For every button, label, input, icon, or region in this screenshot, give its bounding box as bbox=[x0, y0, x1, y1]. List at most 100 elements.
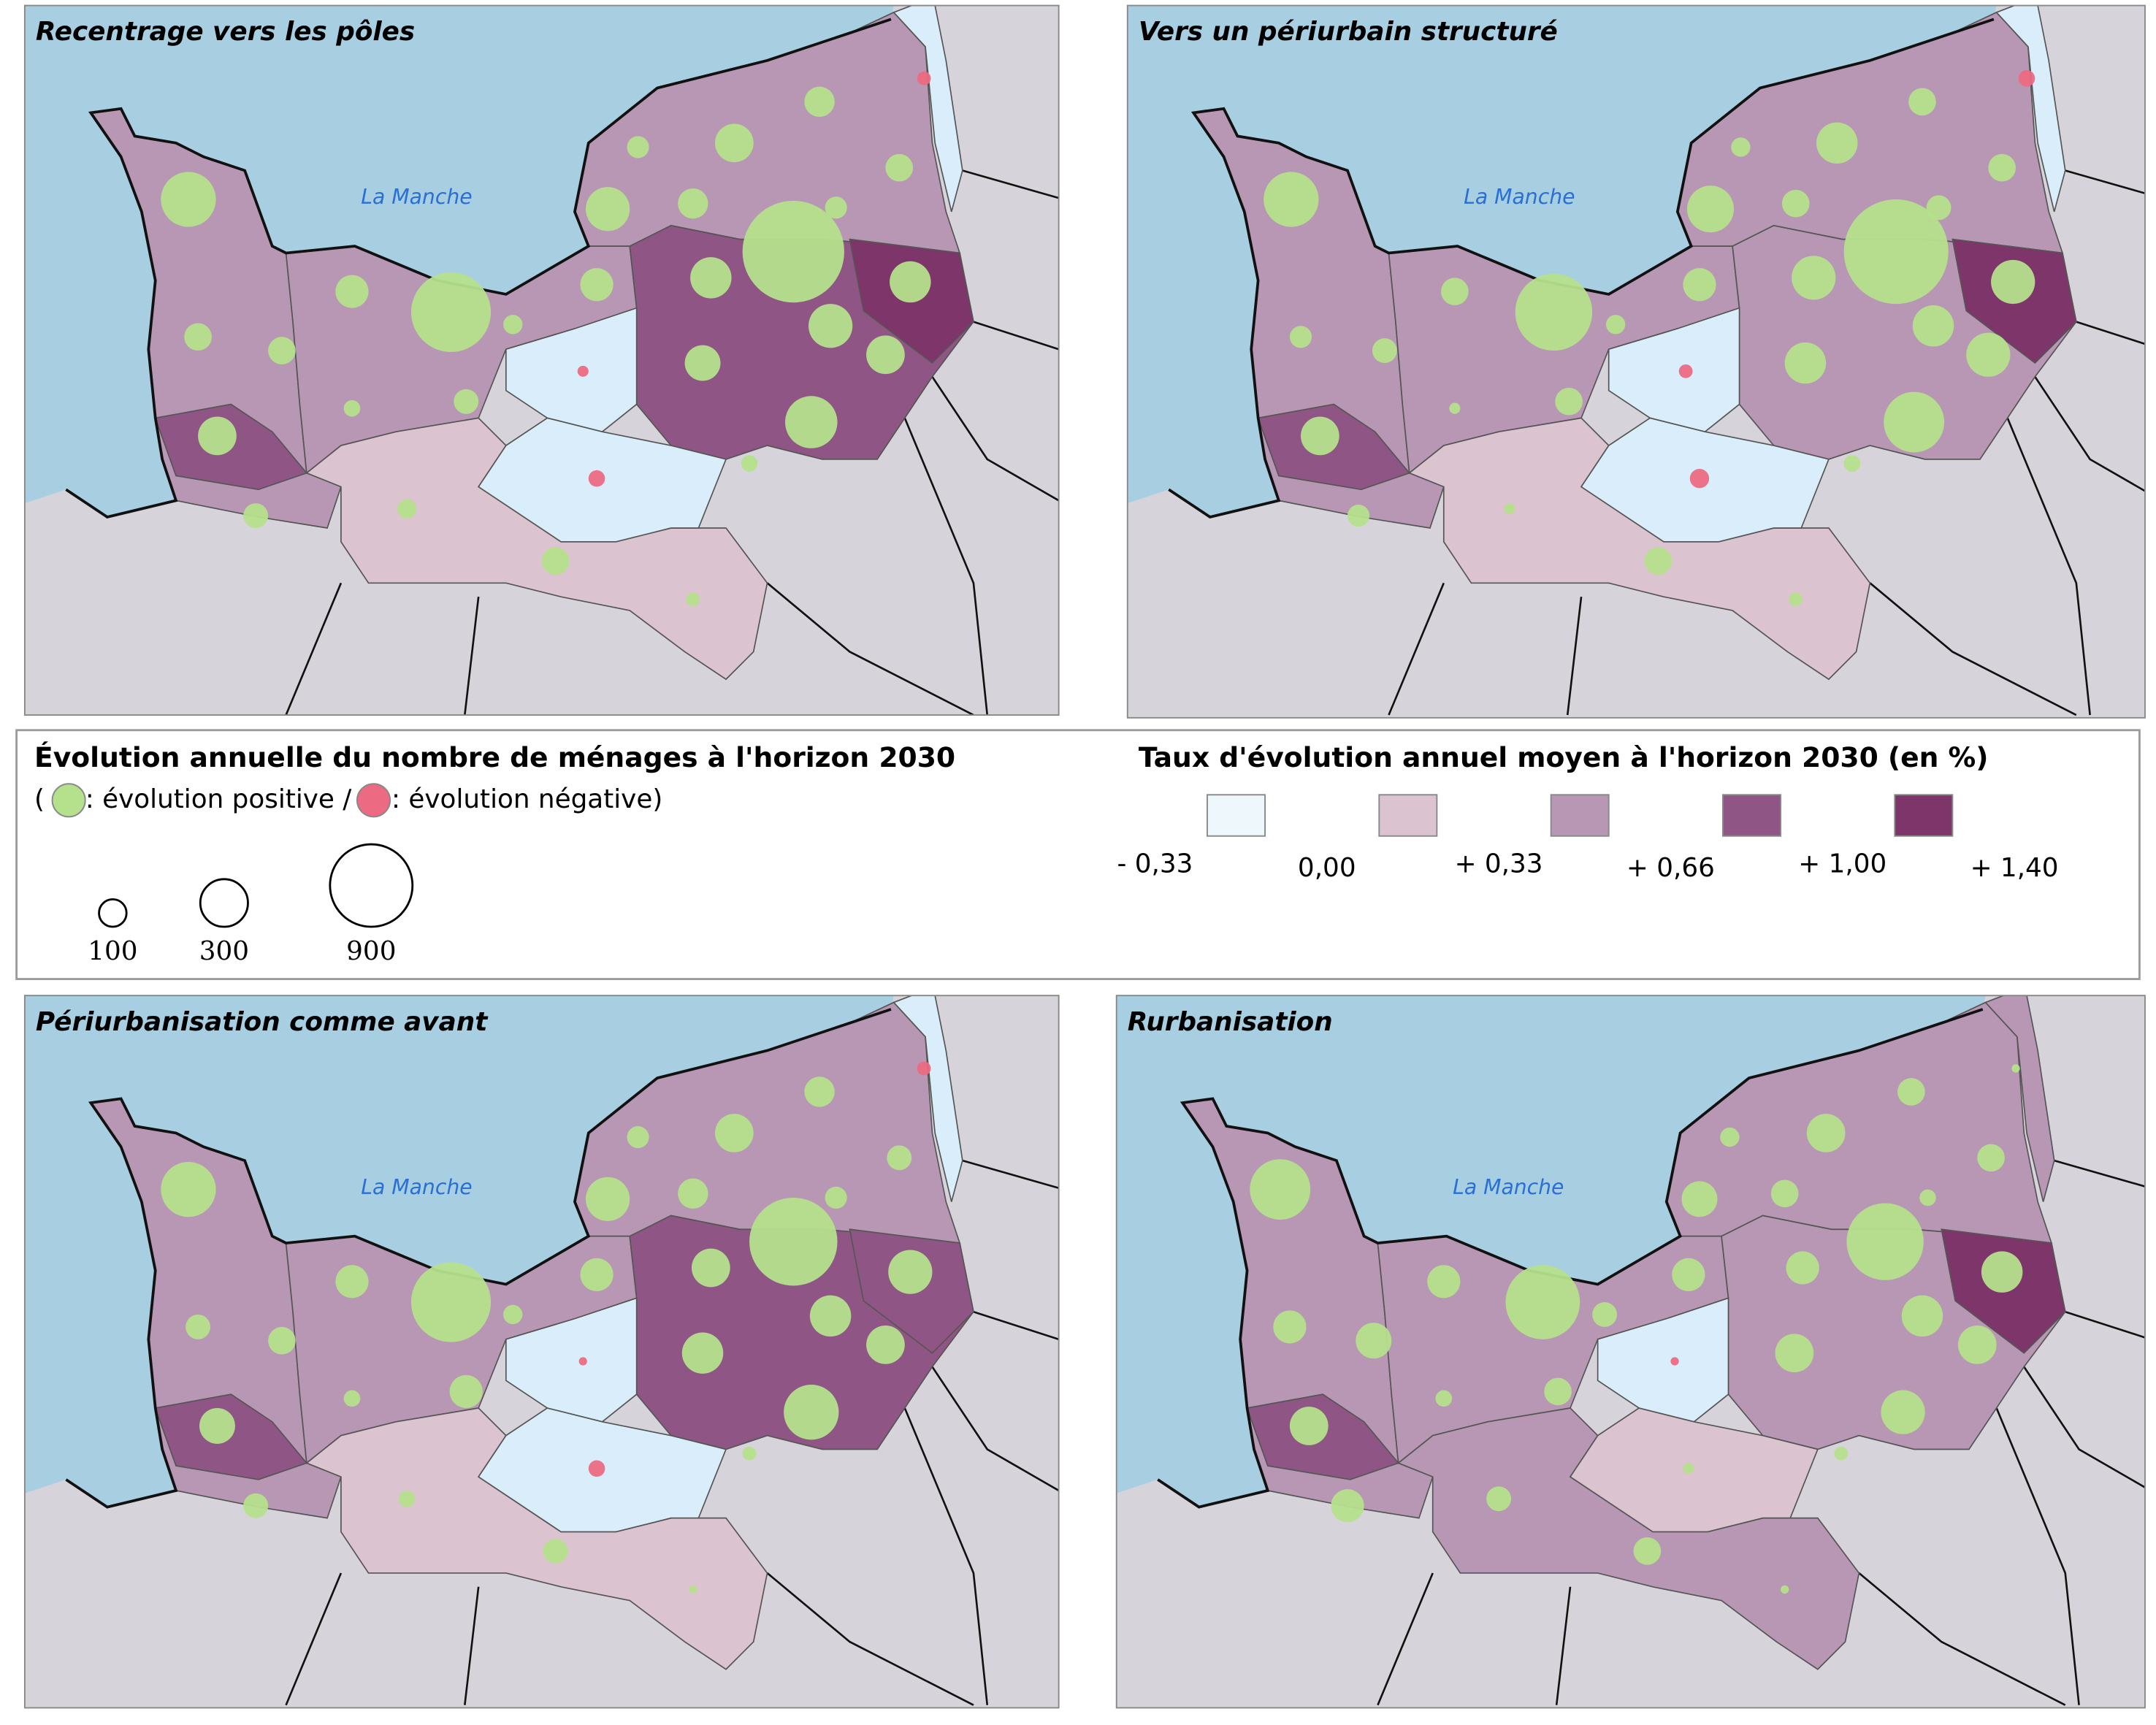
bubble bbox=[1843, 455, 1861, 472]
bubble bbox=[577, 365, 589, 377]
bubble bbox=[243, 503, 269, 529]
bubble bbox=[1881, 1390, 1925, 1434]
bubble bbox=[1786, 1251, 1819, 1285]
coastline bbox=[65, 18, 892, 519]
bubble bbox=[809, 1295, 852, 1337]
bubble bbox=[1806, 1114, 1846, 1152]
coastline bbox=[1157, 1008, 1984, 1509]
bubble bbox=[580, 268, 613, 302]
size-legend-label: 900 bbox=[346, 936, 396, 966]
bubble bbox=[184, 323, 212, 351]
bubble bbox=[1884, 391, 1945, 453]
class-break-label: + 1,00 bbox=[1798, 849, 1886, 879]
bubble bbox=[678, 1178, 708, 1209]
zone bbox=[505, 1297, 638, 1423]
bubble bbox=[917, 71, 931, 85]
zone bbox=[505, 307, 638, 433]
coastline bbox=[1168, 18, 1995, 519]
panel-frame bbox=[1126, 4, 2146, 719]
class-break-label: - 0,33 bbox=[1117, 849, 1193, 879]
bubble bbox=[1816, 122, 1858, 164]
bubble bbox=[691, 1248, 730, 1288]
size-legend-label: 300 bbox=[199, 936, 249, 966]
bubble bbox=[410, 1262, 492, 1342]
border bbox=[931, 376, 1059, 502]
class-swatch bbox=[1550, 794, 1610, 837]
bubble bbox=[917, 1061, 931, 1076]
bubble bbox=[1683, 1463, 1694, 1475]
panel-frame bbox=[23, 995, 1060, 1709]
bubble bbox=[1555, 387, 1583, 416]
border bbox=[2023, 1366, 2145, 1489]
bubble bbox=[1427, 1265, 1461, 1298]
bubble bbox=[1843, 199, 1949, 305]
bubble bbox=[268, 337, 296, 364]
bubble bbox=[198, 416, 237, 456]
bubble bbox=[1966, 332, 2011, 377]
border bbox=[931, 1366, 1059, 1492]
bubble bbox=[1977, 1144, 2005, 1172]
bubble bbox=[1331, 1489, 1364, 1523]
bubble bbox=[627, 1126, 649, 1149]
zone bbox=[1608, 307, 1740, 433]
bubble bbox=[186, 1314, 211, 1339]
border bbox=[2065, 1310, 2145, 1339]
bubble bbox=[543, 1538, 568, 1564]
map: La Manche bbox=[1116, 995, 2145, 1708]
bubble bbox=[1435, 1390, 1453, 1407]
bubble bbox=[888, 1250, 933, 1294]
border bbox=[2054, 1159, 2145, 1187]
bubble bbox=[1678, 364, 1693, 378]
bubble bbox=[1731, 137, 1751, 157]
border bbox=[285, 1572, 343, 1706]
bubble bbox=[503, 315, 523, 334]
sea-label: La Manche bbox=[361, 1175, 472, 1199]
negative-swatch bbox=[356, 783, 391, 818]
bubble bbox=[161, 172, 216, 227]
border bbox=[962, 169, 1059, 199]
rate-legend-title: Taux d'évolution annuel moyen à l'horizo… bbox=[1139, 741, 1989, 773]
bubble bbox=[1356, 1323, 1392, 1359]
bubble bbox=[866, 1326, 905, 1364]
bubble bbox=[1449, 402, 1461, 414]
bubble bbox=[784, 1385, 839, 1440]
border bbox=[962, 1159, 1059, 1190]
border bbox=[766, 582, 974, 716]
bubble bbox=[804, 1076, 835, 1107]
bubble bbox=[449, 1374, 483, 1409]
bubble bbox=[335, 1265, 369, 1298]
panel-title: Rurbanisation bbox=[1128, 1007, 1333, 1037]
bubble bbox=[2018, 70, 2035, 87]
bubble bbox=[1784, 342, 1827, 384]
bubble bbox=[1515, 273, 1593, 351]
zone bbox=[1396, 1407, 1860, 1670]
bubble bbox=[1605, 315, 1626, 334]
panel-frame bbox=[1115, 995, 2146, 1709]
positive-swatch bbox=[51, 783, 86, 818]
size-legend-title: Évolution annuelle du nombre de ménages … bbox=[34, 741, 955, 773]
bubble bbox=[1897, 1078, 1925, 1106]
bubble bbox=[784, 396, 838, 448]
border bbox=[973, 1310, 1059, 1341]
size-legend-circle bbox=[98, 898, 128, 928]
map: La Manche bbox=[24, 5, 1059, 716]
bubble bbox=[335, 275, 369, 308]
bubble bbox=[1901, 1295, 1943, 1337]
legend-paren: ( bbox=[34, 784, 45, 814]
map-panel: La Manche Périurbanisation comme avant bbox=[23, 995, 1060, 1709]
negative-label: : évolution négative) bbox=[391, 784, 662, 814]
bubble bbox=[588, 470, 605, 487]
bubble bbox=[1504, 503, 1515, 515]
bubble bbox=[1781, 1585, 1789, 1594]
bubble bbox=[578, 1357, 587, 1366]
zone bbox=[1569, 1407, 1819, 1533]
zone bbox=[305, 1407, 768, 1670]
bubble bbox=[804, 86, 835, 118]
panel-title: Vers un périurbain structuré bbox=[1139, 17, 1558, 47]
bubble bbox=[1273, 1310, 1307, 1344]
bubble bbox=[742, 200, 844, 303]
border bbox=[2034, 376, 2145, 492]
bubble bbox=[161, 1161, 216, 1217]
map: La Manche bbox=[24, 995, 1059, 1708]
bubble bbox=[1672, 1258, 1705, 1291]
